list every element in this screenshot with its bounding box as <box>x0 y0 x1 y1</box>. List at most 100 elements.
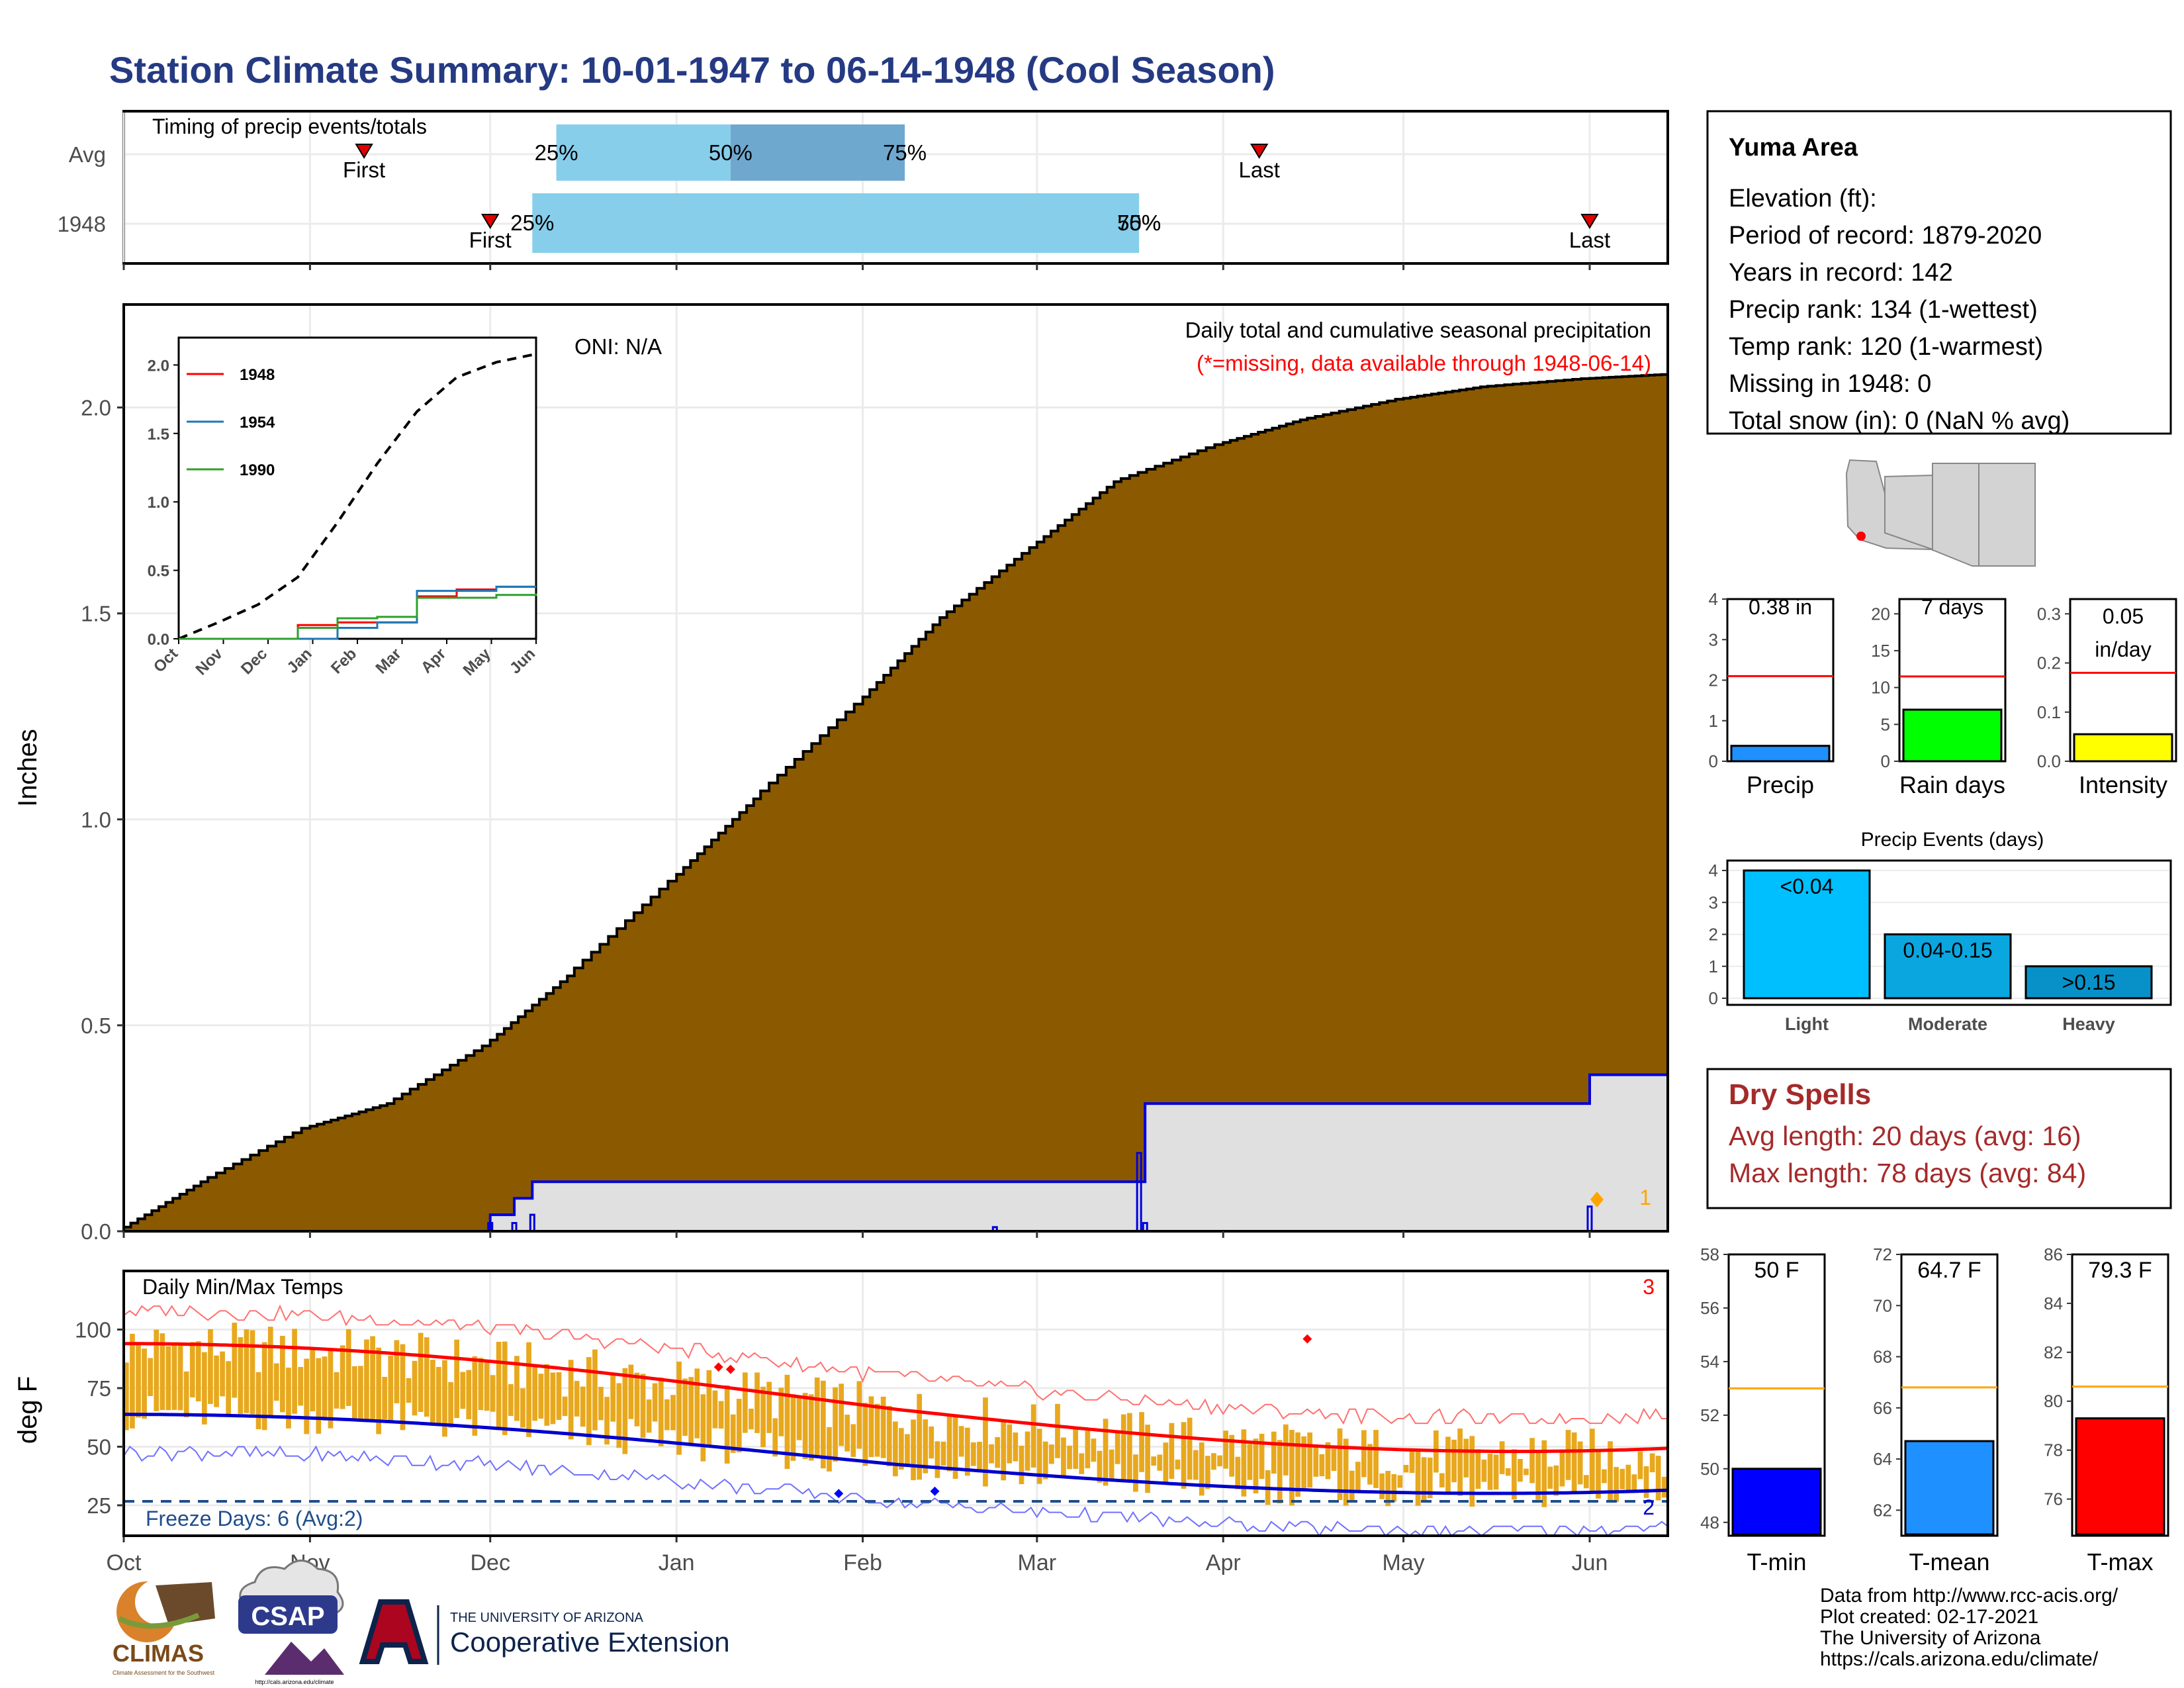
daily-temp-bar <box>484 1362 490 1411</box>
daily-temp-bar <box>1421 1457 1427 1501</box>
temp-summary-tick-label: 82 <box>2044 1342 2063 1362</box>
daily-temp-bar <box>412 1360 418 1416</box>
daily-temp-bar <box>640 1374 646 1438</box>
ua-block-a-shape <box>359 1599 429 1664</box>
daily-temp-bar <box>1649 1453 1655 1473</box>
daily-temp-bar <box>1512 1449 1517 1500</box>
mini-chart-tick-label: 15 <box>1871 641 1890 661</box>
daily-temp-bar <box>1217 1455 1222 1467</box>
precip-events-tick-label: 4 <box>1709 861 1718 880</box>
daily-temp-bar <box>328 1348 334 1429</box>
timing-row-avg: Avg <box>69 142 106 167</box>
daily-temp-bar <box>189 1342 195 1397</box>
daily-temp-bar <box>430 1360 435 1427</box>
month-label: Jun <box>1572 1550 1608 1575</box>
daily-temp-bar <box>568 1360 574 1440</box>
daily-temp-bar <box>754 1372 760 1433</box>
daily-temp-bar <box>766 1382 772 1433</box>
daily-temp-bar <box>232 1323 238 1398</box>
daily-temp-bar <box>622 1368 628 1454</box>
daily-temp-bar <box>1097 1450 1103 1483</box>
daily-temp-bar <box>796 1397 802 1440</box>
daily-temp-bar <box>1211 1453 1216 1470</box>
temp-y-axis: 25 50 75 100 <box>75 1317 124 1518</box>
daily-temp-bar <box>1559 1449 1565 1487</box>
daily-temp-bar <box>1049 1444 1054 1464</box>
mini-chart-frame <box>1726 598 1835 763</box>
daily-temp-bar <box>712 1390 718 1429</box>
daily-temp-bar <box>1409 1450 1415 1474</box>
month-label: May <box>1382 1550 1424 1575</box>
info-snow: Total snow (in): 0 (NaN % avg) <box>1729 407 2070 435</box>
record-low-point <box>930 1486 940 1496</box>
year-cumulative-area <box>124 1073 1669 1233</box>
station-name: Yuma Area <box>1729 134 1858 162</box>
timing-panel: Timing of precip events/totals Avg 1948 … <box>58 110 1669 265</box>
inset-y-tick-label: 0.5 <box>148 563 169 581</box>
daily-temp-bar <box>1499 1441 1505 1474</box>
daily-temp-bar <box>1163 1442 1169 1485</box>
daily-temp-bar <box>304 1358 310 1434</box>
mini-chart-label: Intensity <box>2079 771 2167 798</box>
daily-temp-bar <box>610 1374 616 1422</box>
daily-temp-bar <box>202 1352 207 1425</box>
daily-temp-bar <box>226 1361 232 1415</box>
daily-temp-bar <box>1277 1440 1283 1504</box>
temp-summary-tick-label: 56 <box>1700 1298 1719 1318</box>
daily-temp-bar <box>736 1399 742 1452</box>
year-first-label: First <box>469 228 512 252</box>
daily-temp-bar <box>676 1361 682 1455</box>
climas-logo: CLIMAS Climate Assessment for the Southw… <box>113 1579 215 1676</box>
daily-temp-bar <box>280 1336 285 1413</box>
daily-temp-bar <box>598 1387 604 1421</box>
daily-temp-bar <box>844 1415 850 1452</box>
daily-temp-bar <box>670 1395 676 1430</box>
daily-temp-bar <box>159 1333 165 1411</box>
daily-temp-bar <box>1120 1414 1126 1481</box>
avg-last-marker <box>1250 144 1269 159</box>
daily-temp-bar <box>1457 1429 1463 1496</box>
daily-temp-bar <box>827 1427 832 1472</box>
dry-spells-avg: Avg length: 20 days (avg: 16) <box>1729 1121 2081 1151</box>
daily-temp-bar <box>983 1397 988 1487</box>
daily-temp-bar <box>1463 1438 1469 1477</box>
daily-temp-bar <box>1565 1430 1571 1480</box>
record-high-point <box>1302 1334 1312 1344</box>
precip-events-tick-label: 1 <box>1709 957 1718 976</box>
daily-temp-bar <box>1289 1430 1295 1506</box>
daily-temp-bar <box>646 1399 652 1433</box>
record-high-point <box>725 1364 735 1374</box>
avg-q25-q50-bar <box>556 124 731 181</box>
daily-temp-bar <box>634 1372 640 1427</box>
precip-y-axis: 0.0 0.5 1.0 1.5 2.0 <box>81 396 124 1244</box>
daily-temp-bar <box>1355 1462 1361 1492</box>
daily-temp-bar <box>1319 1454 1325 1477</box>
missing-note: (*=missing, data available through 1948-… <box>1197 351 1651 375</box>
daily-temp-bar <box>466 1370 472 1420</box>
daily-temp-bar <box>977 1442 982 1471</box>
mini-chart-tick-label: 20 <box>1871 604 1890 624</box>
freeze-days-label: Freeze Days: 6 (Avg:2) <box>146 1507 363 1530</box>
mini-chart-tick-label: 10 <box>1871 678 1890 698</box>
mini-chart-tick-label: 0 <box>1881 751 1890 771</box>
daily-temp-bar <box>1397 1475 1403 1488</box>
daily-temp-bar <box>1024 1431 1030 1471</box>
daily-temp-bar <box>1205 1456 1210 1489</box>
precip-events-category: Moderate <box>1908 1014 1987 1034</box>
mini-chart-tick-label: 4 <box>1709 589 1718 609</box>
daily-temp-bars <box>124 1323 1667 1507</box>
daily-temp-bar <box>886 1406 892 1467</box>
daily-temp-bar <box>802 1393 808 1460</box>
mini-chart-value-unit: in/day <box>2095 637 2151 661</box>
ua-logo: THE UNIVERSITY OF ARIZONA Cooperative Ex… <box>359 1599 730 1665</box>
daily-temp-bar <box>899 1428 904 1470</box>
daily-temp-bar <box>352 1366 357 1420</box>
daily-temp-bar <box>532 1366 538 1421</box>
daily-temp-bar <box>1223 1430 1228 1469</box>
temp-summary-bar <box>1904 1440 1995 1536</box>
daily-temp-bar <box>958 1426 964 1457</box>
csap-badge <box>238 1595 338 1634</box>
daily-temp-bar <box>490 1375 496 1412</box>
daily-temp-bar <box>1571 1432 1577 1493</box>
